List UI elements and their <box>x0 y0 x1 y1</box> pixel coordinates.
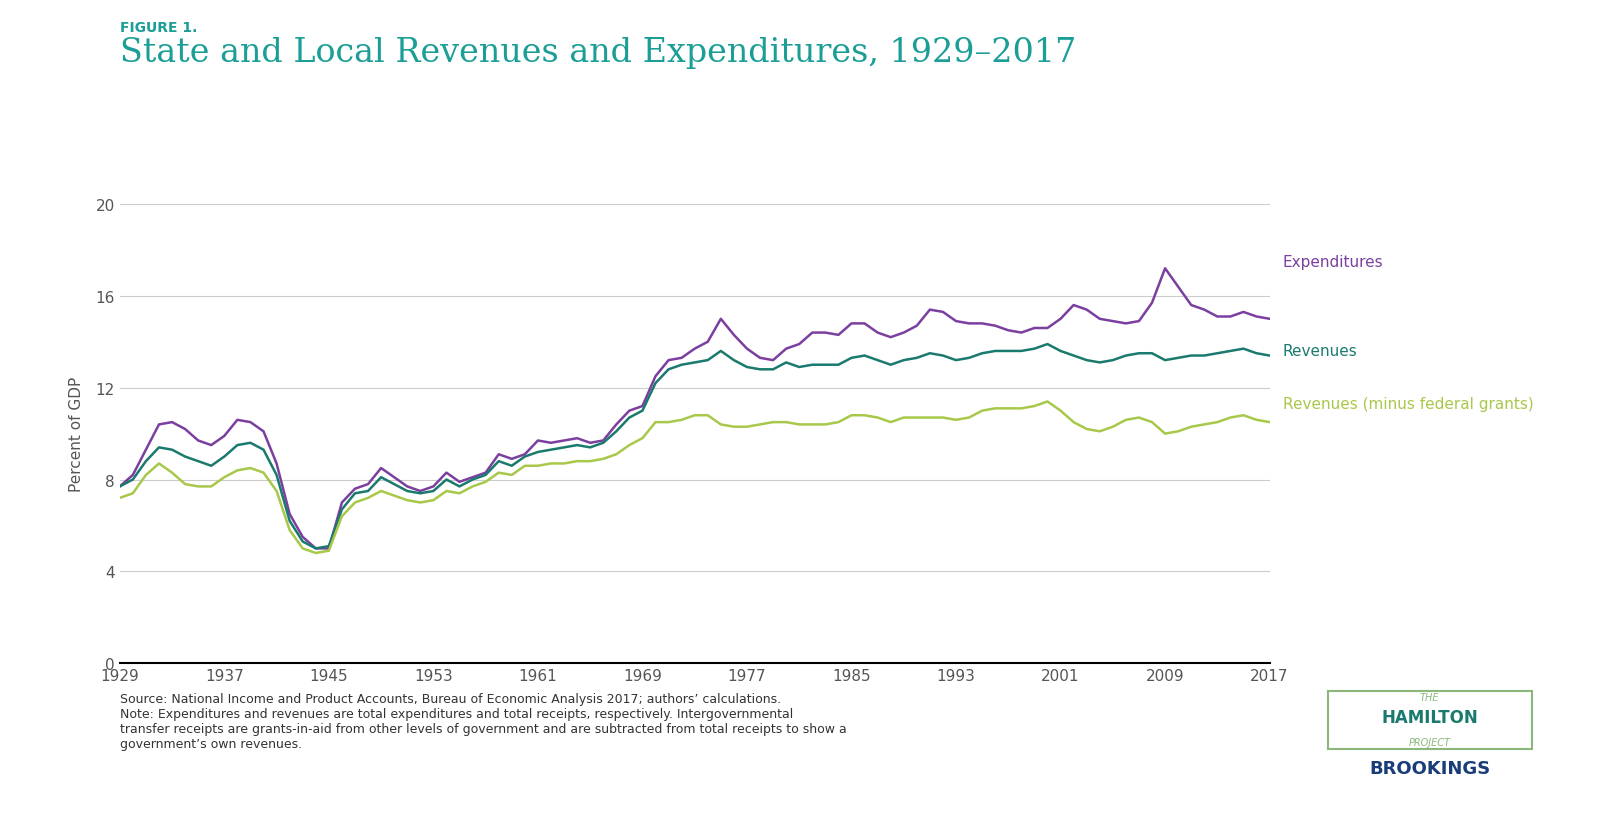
Text: PROJECT: PROJECT <box>1409 737 1450 747</box>
Text: Source: National Income and Product Accounts, Bureau of Economic Analysis 2017; : Source: National Income and Product Acco… <box>120 692 846 750</box>
Text: Expenditures: Expenditures <box>1282 255 1383 269</box>
Text: FIGURE 1.: FIGURE 1. <box>120 20 196 34</box>
FancyBboxPatch shape <box>1327 691 1532 749</box>
Text: BROOKINGS: BROOKINGS <box>1369 759 1490 777</box>
Text: THE: THE <box>1420 693 1439 703</box>
Text: Revenues (minus federal grants): Revenues (minus federal grants) <box>1282 396 1533 412</box>
Y-axis label: Percent of GDP: Percent of GDP <box>69 377 85 491</box>
Text: State and Local Revenues and Expenditures, 1929–2017: State and Local Revenues and Expenditure… <box>120 37 1076 69</box>
Text: Revenues: Revenues <box>1282 344 1357 359</box>
Text: HAMILTON: HAMILTON <box>1381 708 1477 726</box>
